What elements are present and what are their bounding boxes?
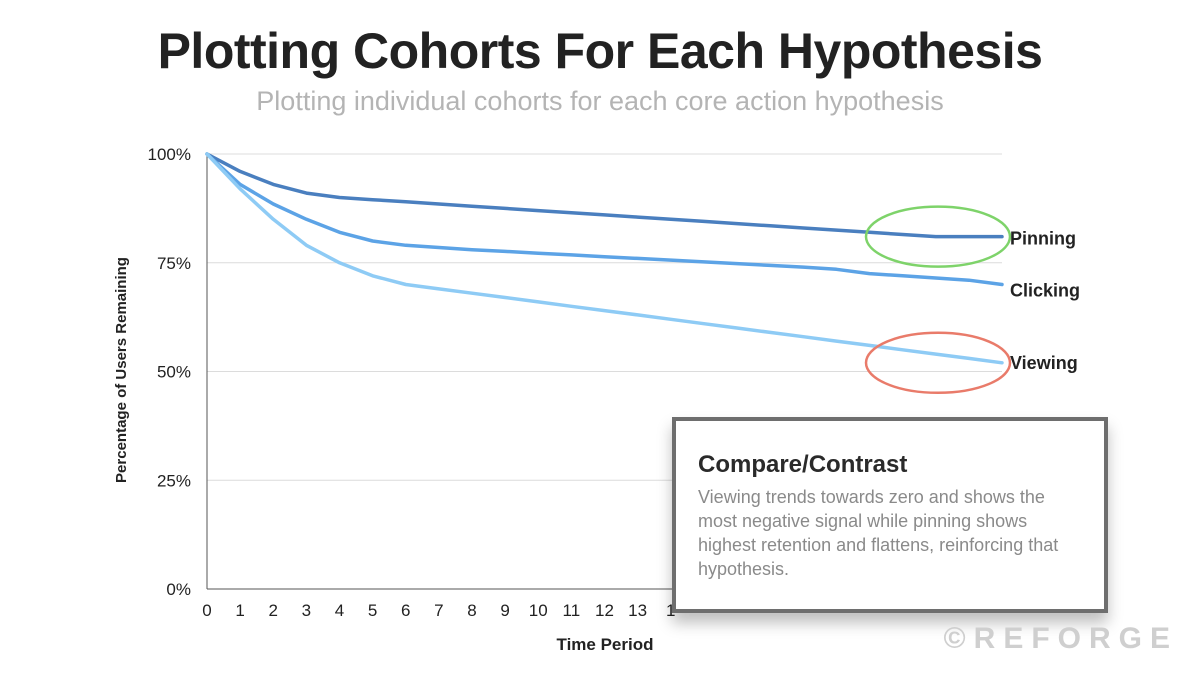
series-line-clicking	[205, 152, 1004, 287]
highlight-pinning	[864, 205, 1012, 268]
y-tick-labels: 0% 25% 50% 75% 100%	[148, 145, 191, 599]
x-axis-label: Time Period	[557, 635, 654, 654]
x-tick-label: 1	[666, 601, 675, 620]
x-tick-label: 10	[529, 601, 548, 620]
y-tick-label: 75%	[157, 254, 191, 273]
page-title: Plotting Cohorts For Each Hypothesis	[157, 23, 1043, 79]
series-labels: Pinning Clicking Viewing	[1010, 229, 1080, 373]
callout-title: Compare/Contrast	[698, 451, 908, 478]
y-tick-label: 50%	[157, 363, 191, 382]
x-tick-label: 8	[467, 601, 476, 620]
y-tick-label: 100%	[148, 145, 191, 164]
x-tick-label: 1	[235, 601, 244, 620]
highlight-ellipses	[864, 205, 1012, 395]
x-tick-label: 5	[368, 601, 377, 620]
x-tick-label: 3	[302, 601, 311, 620]
series-lines	[205, 152, 1004, 365]
reforge-watermark: ©REFORGE	[943, 622, 1178, 655]
x-tick-labels: 0 1 2 3 4 5 6 7 8 9 10 11 12 13 1	[202, 601, 675, 620]
y-tick-label: 25%	[157, 471, 191, 490]
series-line-viewing	[205, 152, 1004, 365]
series-label-pinning: Pinning	[1010, 229, 1076, 249]
x-tick-label: 7	[434, 601, 443, 620]
compare-contrast-callout: Compare/Contrast Viewing trends towards …	[672, 417, 1108, 613]
x-tick-label: 6	[401, 601, 410, 620]
series-label-clicking: Clicking	[1010, 281, 1080, 301]
x-tick-label: 13	[628, 601, 647, 620]
x-tick-label: 4	[335, 601, 344, 620]
x-tick-label: 11	[563, 601, 581, 620]
y-tick-label: 0%	[166, 580, 191, 599]
highlight-viewing	[864, 331, 1012, 395]
x-tick-label: 2	[269, 601, 278, 620]
x-tick-label: 9	[500, 601, 509, 620]
series-label-viewing: Viewing	[1010, 353, 1078, 373]
x-tick-label: 0	[202, 601, 211, 620]
series-line-pinning	[205, 152, 1004, 239]
callout-body: Viewing trends towards zero and shows th…	[698, 487, 1059, 579]
y-axis-label: Percentage of Users Remaining	[113, 257, 130, 483]
page-subtitle: Plotting individual cohorts for each cor…	[256, 86, 944, 116]
x-tick-label: 12	[595, 601, 614, 620]
